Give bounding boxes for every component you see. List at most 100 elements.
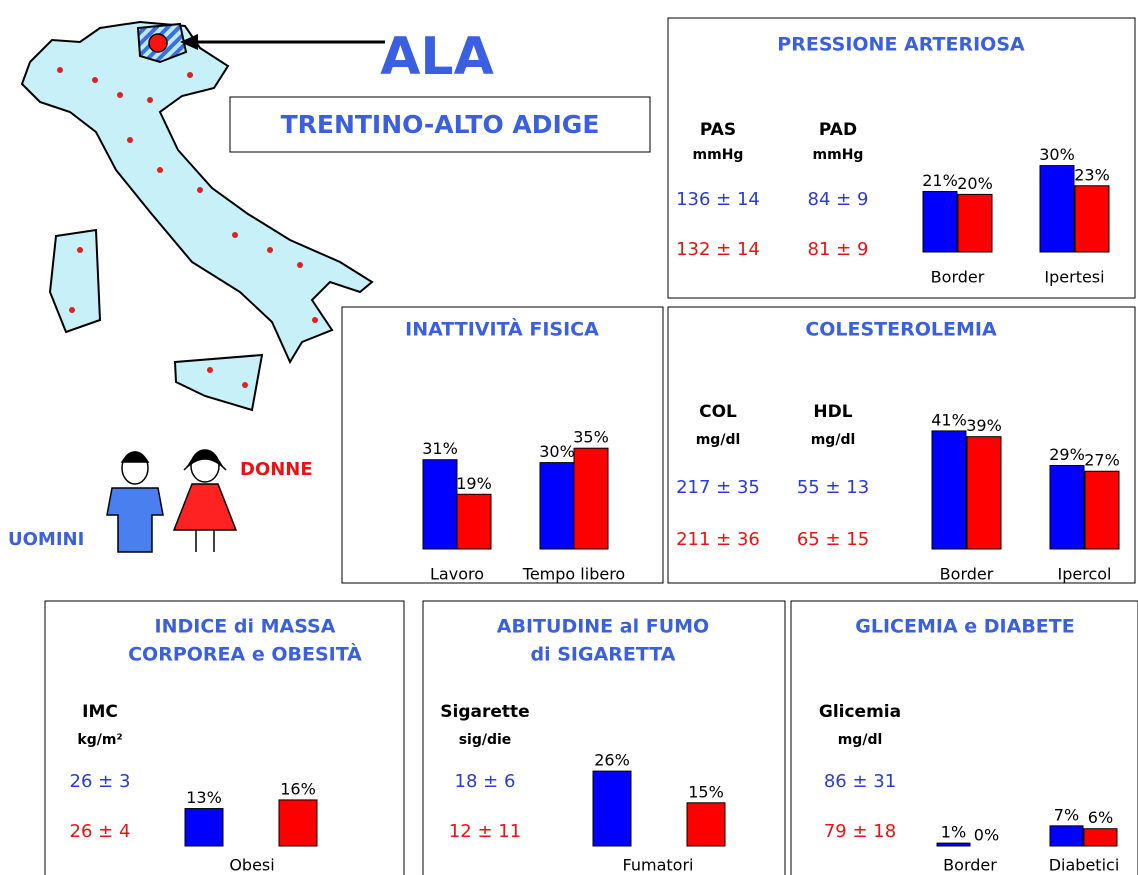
panel-frame <box>790 600 1138 875</box>
value-label: 6% <box>1088 808 1113 827</box>
sicily <box>173 353 264 412</box>
subtitle-box <box>229 96 651 153</box>
women-value: 65 ± 15 <box>797 529 869 550</box>
bar <box>686 802 726 847</box>
value-label: 21% <box>922 171 958 190</box>
panel-title: INDICE di MASSA <box>155 616 336 638</box>
category-label: Ipertesi <box>1044 268 1104 287</box>
bar <box>1074 185 1110 253</box>
measure-unit: sig/die <box>459 732 512 748</box>
panel-title: CORPOREA e OBESITÀ <box>128 643 362 666</box>
panel-title: GLICEMIA e DIABETE <box>855 616 1074 638</box>
women-value: 81 ± 9 <box>808 239 869 260</box>
category-label: Border <box>943 856 997 875</box>
sardinia <box>48 228 102 334</box>
pointer-head <box>180 34 198 50</box>
value-label: 31% <box>422 439 458 458</box>
women-value: 132 ± 14 <box>676 239 760 260</box>
bar <box>957 193 993 253</box>
bar <box>422 459 458 550</box>
region-subtitle: TRENTINO-ALTO ADIGE <box>281 110 600 139</box>
bar <box>1084 470 1120 550</box>
bar <box>936 842 971 847</box>
women-value: 211 ± 36 <box>676 529 760 550</box>
measure-name: Glicemia <box>819 702 901 722</box>
value-label: 16% <box>280 779 316 798</box>
bar <box>1049 825 1084 847</box>
panel-title: COLESTEROLEMIA <box>805 319 997 341</box>
category-label: Border <box>940 565 994 584</box>
bar <box>539 462 575 550</box>
panel-frame <box>667 306 1136 584</box>
men-label: UOMINI <box>8 529 84 550</box>
location-marker <box>148 33 168 53</box>
bar <box>1039 165 1075 253</box>
value-label: 0% <box>974 826 999 845</box>
man-figure <box>106 451 164 553</box>
category-label: Lavoro <box>430 565 484 584</box>
panel-frame <box>341 306 664 584</box>
measure-name: HDL <box>813 402 852 422</box>
measure-name: Sigarette <box>440 702 529 722</box>
panel-title: INATTIVITÀ FISICA <box>405 318 599 341</box>
bar <box>592 770 632 847</box>
bar <box>278 799 318 847</box>
mainland <box>20 20 374 365</box>
bar <box>184 808 224 847</box>
italy-map <box>20 20 374 412</box>
value-label: 30% <box>539 442 575 461</box>
value-label: 19% <box>456 474 492 493</box>
men-value: 136 ± 14 <box>676 189 760 210</box>
men-value: 217 ± 35 <box>676 477 760 498</box>
value-label: 13% <box>186 788 222 807</box>
value-label: 29% <box>1049 445 1085 464</box>
bar <box>922 191 958 253</box>
value-label: 26% <box>594 751 630 770</box>
region-name: ALA <box>380 27 494 87</box>
measure-name: PAS <box>700 120 736 140</box>
measure-unit: mg/dl <box>811 432 856 448</box>
women-value: 26 ± 4 <box>70 821 131 842</box>
measure-name: PAD <box>819 120 857 140</box>
bar <box>1049 464 1085 550</box>
bar <box>1083 828 1118 847</box>
panel-title: ABITUDINE al FUMO <box>497 616 709 638</box>
panel-title: di SIGARETTA <box>531 644 676 666</box>
bar <box>966 436 1002 550</box>
city-dots <box>57 67 318 388</box>
value-label: 39% <box>966 416 1002 435</box>
measure-unit: mmHg <box>693 147 744 163</box>
measure-unit: mg/dl <box>838 732 883 748</box>
category-label: Fumatori <box>623 856 694 875</box>
value-label: 23% <box>1074 165 1110 184</box>
value-label: 30% <box>1039 145 1075 164</box>
woman-figure <box>172 449 238 552</box>
category-label: Obesi <box>229 856 274 875</box>
value-label: 7% <box>1054 805 1079 824</box>
value-label: 35% <box>573 428 609 447</box>
men-value: 86 ± 31 <box>824 771 896 792</box>
bar <box>573 447 609 550</box>
panel-frame <box>667 17 1136 299</box>
category-label: Diabetici <box>1049 856 1120 875</box>
value-label: 15% <box>688 782 724 801</box>
category-label: Tempo libero <box>522 565 625 584</box>
value-label: 27% <box>1084 451 1120 470</box>
measure-name: COL <box>699 402 737 422</box>
men-value: 84 ± 9 <box>808 189 869 210</box>
panel-frame <box>44 600 405 875</box>
category-label: Border <box>931 268 985 287</box>
measure-unit: mmHg <box>813 147 864 163</box>
measure-unit: kg/m² <box>77 732 122 748</box>
women-value: 79 ± 18 <box>824 821 896 842</box>
value-label: 1% <box>941 823 966 842</box>
panel-frame <box>422 600 786 875</box>
men-value: 18 ± 6 <box>455 771 516 792</box>
value-label: 20% <box>957 174 993 193</box>
measure-name: IMC <box>82 702 118 722</box>
category-label: Ipercol <box>1058 565 1112 584</box>
measure-unit: mg/dl <box>696 432 741 448</box>
men-value: 55 ± 13 <box>797 477 869 498</box>
panel-title: PRESSIONE ARTERIOSA <box>777 34 1025 56</box>
